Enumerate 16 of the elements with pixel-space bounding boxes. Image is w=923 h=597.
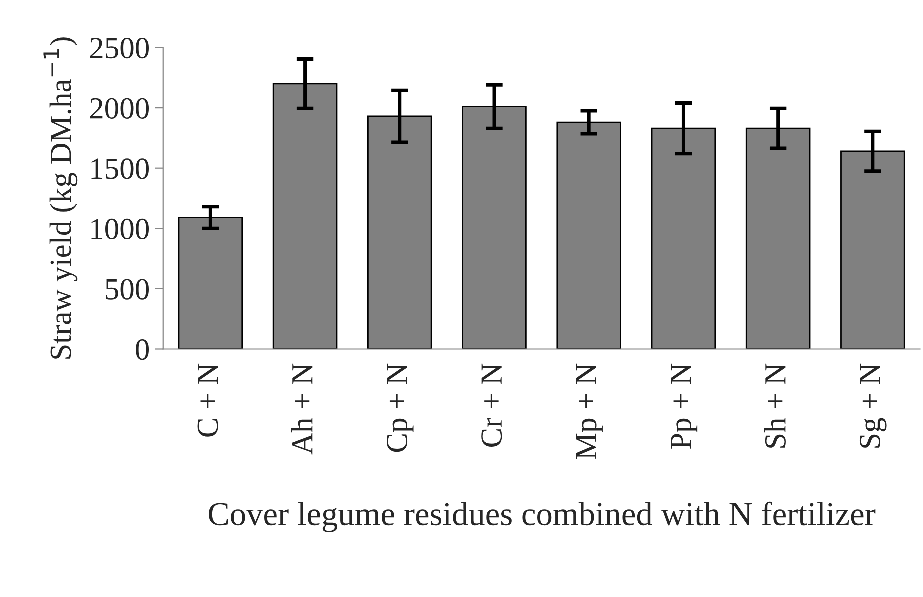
y-tick-label: 0: [136, 340, 150, 360]
y-tick-label: 2000: [90, 98, 150, 119]
x-axis-title: Cover legume residues combined with N fertilizer: [209, 502, 876, 532]
x-tick-label: Pp + N: [671, 364, 698, 450]
y-tick-label: 1000: [92, 218, 150, 240]
y-axis-title: Straw yield (kg DM.ha$^{−1}$): [44, 38, 78, 359]
x-tick-label: Sh + N: [764, 364, 786, 448]
x-tick-label: Sg + N: [860, 364, 887, 448]
x-tick-label: Cr + N: [482, 364, 502, 448]
y-tick-label: 2500: [90, 38, 150, 59]
y-tick-label: 1500: [92, 158, 150, 180]
x-tick-label: Mp + N: [576, 364, 603, 460]
y-tick-label: 500: [106, 279, 150, 300]
x-tick-label: Ah + N: [291, 364, 313, 455]
x-tick-label: C + N: [198, 364, 218, 437]
x-tick-label: Cp + N: [387, 364, 414, 452]
